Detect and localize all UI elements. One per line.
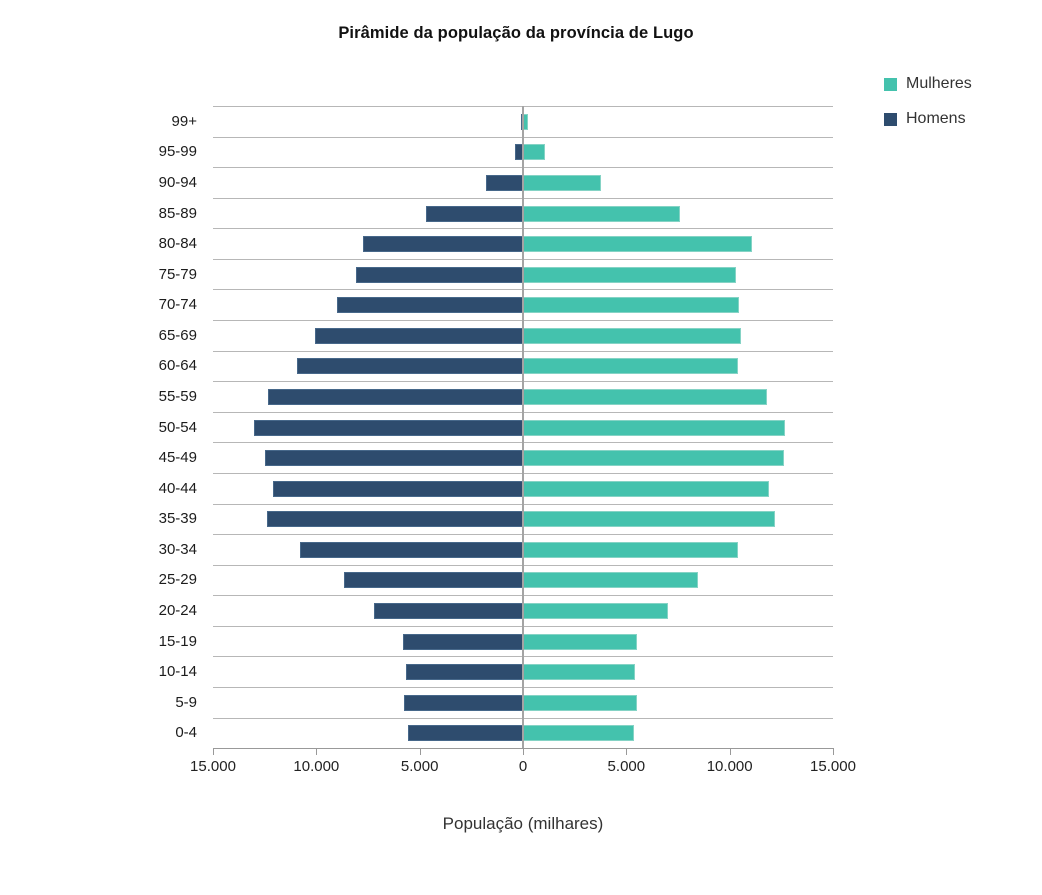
bar-homens (266, 511, 523, 528)
legend-item-mulheres: Mulheres (884, 75, 972, 92)
bar-homens (406, 664, 523, 681)
age-group-label: 80-84 (158, 235, 197, 253)
x-axis-tick (729, 749, 731, 755)
age-group-label: 35-39 (158, 510, 197, 528)
bar-homens (485, 174, 523, 191)
x-axis-tick-label: 5.000 (607, 758, 646, 775)
age-group-label: 75-79 (158, 265, 197, 283)
bar-homens (337, 297, 523, 314)
x-axis-tick-labels: 15.000 10.000 5.000 0 5.000 10.000 15.000 (0, 758, 1042, 778)
bar-mulheres (523, 297, 739, 314)
mulheres-swatch-icon (884, 77, 897, 91)
legend-item-homens: Homens (884, 110, 972, 127)
age-group-label: 95-99 (158, 143, 197, 161)
x-axis-tick-label: 15.000 (190, 758, 236, 775)
age-group-label: 0-4 (175, 724, 197, 742)
bar-mulheres (523, 327, 742, 344)
pyramid-row (213, 503, 833, 535)
x-axis-tick (523, 749, 524, 755)
bar-mulheres (523, 511, 776, 528)
age-group-label: 5-9 (175, 693, 197, 711)
bar-homens (362, 236, 523, 253)
age-group-label: 40-44 (158, 479, 197, 497)
pyramid-row (213, 442, 833, 473)
bar-mulheres (523, 419, 786, 436)
age-group-label: 45-49 (158, 449, 197, 467)
bar-homens (355, 266, 523, 283)
bar-mulheres (523, 572, 698, 589)
pyramid-row (213, 686, 833, 718)
x-axis-tick (626, 749, 628, 755)
x-axis-title: População (milhares) (442, 814, 604, 833)
x-axis-line (213, 748, 834, 755)
x-axis-tick (213, 749, 214, 755)
age-group-label: 85-89 (158, 204, 197, 222)
bar-mulheres (523, 450, 785, 467)
bar-mulheres (523, 358, 738, 375)
bar-mulheres (523, 480, 769, 497)
age-group-label: 20-24 (158, 602, 197, 620)
bar-homens (296, 358, 523, 375)
legend: Mulheres Homens (884, 75, 972, 147)
pyramid-row (213, 564, 833, 596)
chart-title: Pirâmide da população da província de Lu… (338, 24, 694, 42)
zero-axis-line (522, 106, 524, 748)
bar-homens (408, 725, 523, 742)
age-group-label: 60-64 (158, 357, 197, 375)
bar-homens (299, 541, 523, 558)
bar-mulheres (523, 388, 767, 405)
bar-homens (425, 205, 523, 222)
pyramid-row (213, 320, 833, 351)
age-group-label: 50-54 (158, 418, 197, 436)
homens-swatch-icon (884, 112, 897, 126)
x-axis-tick-label: 0 (518, 758, 528, 775)
bar-mulheres (523, 541, 738, 558)
age-group-label: 30-34 (158, 540, 197, 558)
age-group-label: 65-69 (158, 326, 197, 344)
legend-label-mulheres: Mulheres (906, 75, 972, 92)
pyramid-row (213, 381, 833, 412)
x-axis-tick (833, 749, 834, 755)
legend-label-homens: Homens (906, 110, 966, 127)
bar-homens (344, 572, 523, 589)
pyramid-row (213, 289, 833, 320)
bar-homens (272, 480, 523, 497)
x-axis-tick-label: 10.000 (293, 758, 340, 775)
y-axis-labels: 99+ 95-99 90-94 85-89 80-84 75-79 70-74 65-69 60… (0, 106, 197, 748)
age-group-label: 70-74 (158, 296, 197, 314)
bar-mulheres (523, 266, 736, 283)
age-group-label: 99+ (171, 112, 197, 130)
age-group-label: 15-19 (158, 632, 197, 650)
x-axis-tick-label: 10.000 (706, 758, 753, 775)
bar-homens (267, 388, 523, 405)
age-group-label: 55-59 (158, 387, 197, 405)
bar-mulheres (523, 603, 668, 620)
bar-mulheres (523, 236, 753, 253)
age-group-label: 90-94 (158, 173, 197, 191)
bar-homens (264, 450, 523, 467)
bar-mulheres (523, 205, 681, 222)
bar-mulheres (523, 144, 545, 161)
age-group-label: 10-14 (158, 663, 197, 681)
plot-area (213, 106, 833, 748)
x-axis-tick-label: 5.000 (400, 758, 439, 775)
x-axis-tick (316, 749, 318, 755)
bar-mulheres (523, 694, 637, 711)
bar-mulheres (523, 174, 601, 191)
bar-mulheres (523, 725, 634, 742)
bar-mulheres (523, 633, 637, 650)
bar-mulheres (523, 664, 635, 681)
age-group-label: 25-29 (158, 571, 197, 589)
x-axis-tick (419, 749, 421, 755)
bar-homens (404, 694, 523, 711)
bar-homens (374, 603, 523, 620)
pyramid-row (213, 258, 833, 290)
bar-homens (254, 419, 523, 436)
x-axis-tick-label: 15.000 (810, 758, 856, 775)
bar-homens (315, 327, 523, 344)
bar-homens (403, 633, 523, 650)
